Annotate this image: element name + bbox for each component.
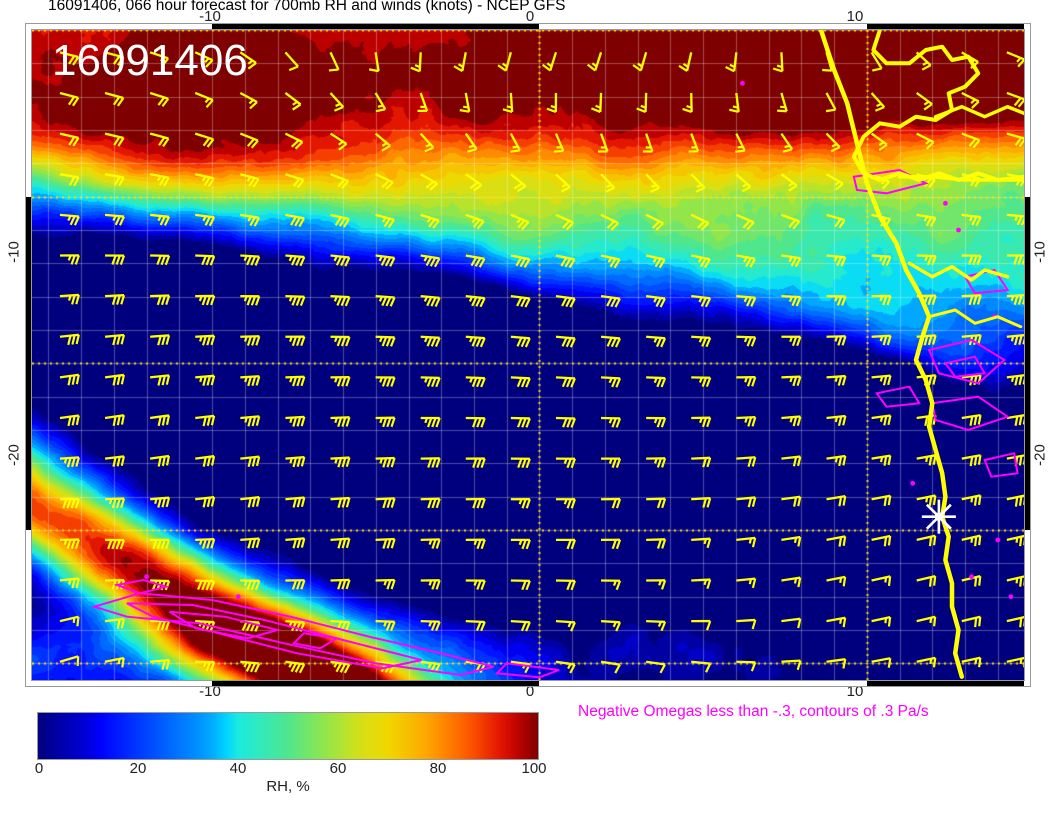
colorbar-tick-3: 60 <box>329 760 347 777</box>
axis-frame-segment <box>1024 30 1030 197</box>
colorbar <box>37 712 539 760</box>
axis-frame-segment <box>539 680 867 686</box>
axis-tick-left-1: -20 <box>5 444 23 466</box>
axis-tick-top-0: -10 <box>199 8 221 25</box>
omega-legend-note: Negative Omegas less than -.3, contours … <box>578 703 929 720</box>
colorbar-gradient <box>38 713 538 759</box>
rh-heatmap[interactable] <box>32 30 1024 680</box>
colorbar-tick-2: 40 <box>229 760 247 777</box>
overlay-layer <box>59 30 1024 679</box>
wind-barbs-layer <box>59 51 1024 674</box>
axis-frame-segment <box>212 680 540 686</box>
axis-tick-top-2: 10 <box>846 8 864 25</box>
axis-tick-left-0: -10 <box>5 241 23 263</box>
colorbar-tick-0: 0 <box>34 760 44 777</box>
axis-frame-segment <box>1024 196 1030 530</box>
colorbar-title: RH, % <box>266 778 310 795</box>
colorbar-tick-5: 100 <box>521 760 547 777</box>
colorbar-tick-4: 80 <box>429 760 447 777</box>
axis-tick-bottom-1: 0 <box>525 683 535 700</box>
station-star-marker <box>921 499 956 534</box>
axis-tick-bottom-2: 10 <box>846 683 864 700</box>
axis-frame-segment <box>1024 530 1030 680</box>
axis-frame-segment <box>866 24 1024 30</box>
page-title: 16091406, 066 hour forecast for 700mb RH… <box>48 0 566 14</box>
axis-tick-right-1: -20 <box>1031 444 1049 466</box>
axis-frame-segment <box>32 680 213 686</box>
axis-tick-bottom-0: -10 <box>199 683 221 700</box>
axis-frame-segment <box>26 30 32 197</box>
axis-frame-segment <box>212 24 540 30</box>
run-stamp-overlay: 16091406 <box>52 36 248 85</box>
axis-frame-segment <box>32 24 213 30</box>
omega-contours-layer <box>90 80 1019 679</box>
rh-field-canvas <box>32 30 1024 680</box>
axis-tick-top-1: 0 <box>525 8 535 25</box>
colorbar-tick-1: 20 <box>129 760 147 777</box>
axis-frame-segment <box>26 530 32 680</box>
axis-tick-right-0: -10 <box>1031 241 1049 263</box>
coastline-layer <box>818 30 1024 679</box>
axis-frame-segment <box>866 680 1024 686</box>
axis-frame-segment <box>26 196 32 530</box>
axis-frame-segment <box>539 24 867 30</box>
map-plot-area[interactable] <box>25 23 1031 687</box>
